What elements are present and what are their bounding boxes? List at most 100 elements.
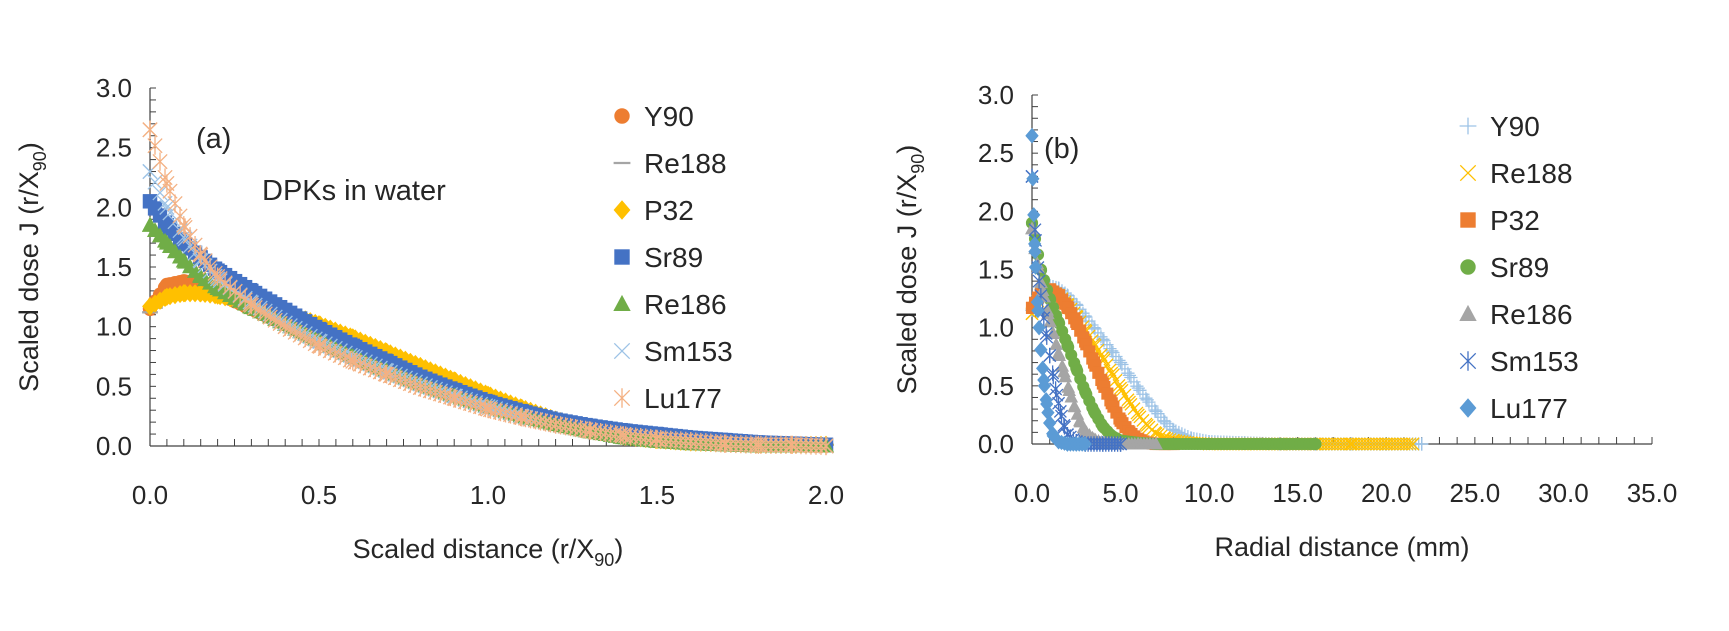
legend-label: Lu177 — [1490, 393, 1568, 424]
data-point-trail — [1034, 275, 1048, 289]
data-point-trail — [1111, 436, 1125, 452]
data-point-trail — [1028, 243, 1042, 260]
legend-label: P32 — [1490, 205, 1540, 236]
data-point-trail — [1114, 436, 1128, 452]
data-point-trail — [1031, 302, 1045, 319]
data-point-trail — [1040, 396, 1054, 412]
legend-item-Lu177: Lu177 — [613, 383, 722, 414]
legend-label: Re186 — [644, 289, 727, 320]
legend-marker — [1459, 398, 1477, 418]
data-point-trail — [1049, 337, 1064, 350]
y-axis-title-subscript: 90 — [908, 154, 928, 174]
data-point — [750, 435, 767, 454]
y-tick-label: 0.5 — [978, 371, 1014, 401]
legend-label: P32 — [644, 195, 694, 226]
legend-marker — [613, 294, 631, 311]
data-point-trail — [1049, 381, 1063, 397]
data-point-trail — [1367, 437, 1381, 451]
legend-label: Sm153 — [644, 336, 733, 367]
data-point-trail — [1148, 403, 1162, 417]
legend-marker — [1459, 164, 1477, 182]
y-tick-label: 0.0 — [96, 431, 132, 461]
legend-item-Y90: Y90 — [614, 101, 694, 132]
legend-item-Sm153: Sm153 — [1459, 346, 1579, 377]
x-tick-label: 15.0 — [1272, 478, 1323, 508]
x-tick-label: 1.5 — [639, 480, 675, 510]
data-point-trail — [1169, 424, 1183, 438]
legend-item-Sr89: Sr89 — [614, 242, 703, 273]
data-point-trail — [1403, 437, 1417, 451]
y-tick-label: 2.5 — [978, 138, 1014, 168]
data-point-trail — [1325, 437, 1339, 451]
x-axis-title-subscript: 90 — [594, 550, 614, 570]
y-tick-label: 3.0 — [96, 73, 132, 103]
data-point-trail — [1322, 437, 1336, 451]
data-point — [1027, 207, 1041, 223]
data-point-trail — [818, 436, 834, 456]
y-tick-label: 3.0 — [978, 80, 1014, 110]
legend-item-Sr89: Sr89 — [1460, 252, 1549, 283]
data-point-trail — [1034, 342, 1048, 358]
legend-label: Y90 — [1490, 111, 1540, 142]
data-point-trail — [1370, 437, 1384, 451]
data-point-trail — [1406, 437, 1420, 451]
y-axis-title-end: ) — [892, 145, 922, 154]
data-point-trail — [1103, 342, 1117, 356]
y-tick-label: 1.5 — [96, 252, 132, 282]
data-point — [1032, 319, 1046, 336]
y-axis-title: Scaled dose J (r/X90) — [892, 145, 928, 395]
data-point-trail — [1391, 437, 1405, 451]
x-tick-label: 5.0 — [1102, 478, 1138, 508]
x-tick-label: 2.0 — [808, 480, 844, 510]
chart-panel-a: 0.0 0.5 1.0 1.5 2.0 2.5 3.0 0.0 0.5 1.0 1.5 2.0 Scal… — [14, 73, 844, 570]
data-point-trail — [1058, 369, 1073, 383]
y-tick-label: 0.5 — [96, 371, 132, 401]
y-tick-label: 2.0 — [96, 192, 132, 222]
x-axis-title: Scaled distance (r/X90) — [353, 534, 624, 570]
legend-item-Re186: Re186 — [613, 289, 727, 320]
data-point — [1041, 404, 1055, 421]
series-Lu177 — [142, 120, 834, 456]
data-point-trail — [1157, 414, 1171, 428]
legend-label: Re188 — [1490, 158, 1573, 189]
data-point-trail — [1037, 372, 1051, 388]
data-point-trail — [1319, 437, 1333, 451]
data-point-trail — [1142, 395, 1156, 409]
chart-panel-b: 0.0 0.5 1.0 1.5 2.0 2.5 3.0 0.0 5.0 10.0 15.0 20.0 2… — [892, 80, 1677, 562]
legend-label: Re186 — [1490, 299, 1573, 330]
data-point — [159, 174, 175, 193]
legend-marker — [1460, 259, 1476, 275]
y-tick-label: 1.0 — [96, 312, 132, 342]
data-point-trail — [1394, 437, 1408, 451]
data-point-trail — [1397, 437, 1411, 451]
y-tick-label: 2.0 — [978, 196, 1014, 226]
data-point-trail — [1149, 436, 1163, 450]
legend-item-P32: P32 — [613, 195, 694, 226]
legend-label: Sm153 — [1490, 346, 1579, 377]
data-point-trail — [1385, 437, 1399, 451]
data-point-trail — [1078, 436, 1092, 452]
legend-label: Lu177 — [644, 383, 722, 414]
data-point-trail — [1046, 326, 1060, 339]
legend-label: Y90 — [644, 101, 694, 132]
legend-marker — [1459, 351, 1477, 371]
data-point-trail — [147, 174, 163, 190]
x-tick-label: 30.0 — [1538, 478, 1589, 508]
x-tick-label: 35.0 — [1627, 478, 1678, 508]
legend-marker — [613, 200, 631, 220]
x-tick-label: 25.0 — [1450, 478, 1501, 508]
x-tick-label: 1.0 — [470, 480, 506, 510]
y-axis-title: Scaled dose J (r/X90) — [14, 142, 50, 392]
data-point-trail — [1379, 437, 1393, 451]
data-point-trail — [1358, 437, 1372, 451]
data-point-trail — [1388, 437, 1402, 451]
legend-item-Re188: Re188 — [1459, 158, 1573, 189]
legend-item-Re188: Re188 — [613, 148, 727, 179]
x-axis-title: Radial distance (mm) — [1214, 532, 1469, 562]
data-point-trail — [1352, 437, 1366, 451]
data-point-trail — [1328, 437, 1342, 451]
data-point-trail — [1043, 314, 1057, 328]
y-axis-title-subscript: 90 — [30, 151, 50, 171]
data-point — [1028, 259, 1043, 275]
